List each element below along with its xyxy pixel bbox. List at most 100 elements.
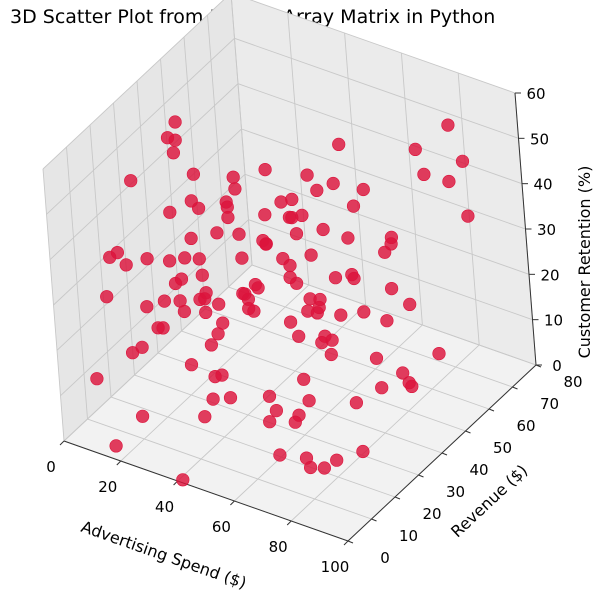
data-point: [109, 439, 123, 453]
x-tick: [343, 540, 349, 546]
data-point: [259, 237, 273, 251]
data-point: [103, 250, 117, 264]
data-point: [211, 327, 225, 341]
data-point: [304, 248, 318, 262]
z-tick-label: 30: [537, 221, 556, 239]
x-tick: [59, 440, 65, 446]
data-point: [124, 174, 138, 188]
data-point: [375, 381, 389, 395]
data-point: [292, 408, 306, 422]
data-point: [192, 252, 206, 266]
data-point: [140, 300, 154, 314]
x-tick-label: 40: [155, 498, 174, 516]
data-point: [356, 444, 370, 459]
data-point: [212, 297, 226, 311]
data-point: [317, 461, 332, 475]
data-point: [385, 282, 399, 296]
data-point: [223, 391, 238, 405]
data-point: [326, 176, 340, 191]
y-tick-label: 50: [493, 439, 512, 457]
data-point: [210, 226, 224, 240]
data-point: [90, 372, 104, 386]
data-point: [455, 154, 470, 168]
data-point: [206, 392, 220, 406]
x-tick-label: 0: [46, 458, 56, 476]
data-point: [301, 304, 315, 318]
data-point: [157, 294, 171, 308]
y-tick-label: 40: [469, 461, 488, 479]
z-tick-label: 60: [526, 85, 545, 103]
data-point: [346, 199, 361, 213]
data-point: [299, 451, 314, 465]
data-point: [417, 167, 431, 181]
data-point: [369, 351, 384, 365]
data-point: [328, 271, 343, 285]
data-point: [241, 292, 255, 306]
data-point: [215, 368, 229, 382]
data-point: [285, 192, 299, 206]
y-tick-label: 20: [422, 505, 441, 523]
data-point: [184, 358, 199, 372]
z-tick-label: 50: [530, 130, 549, 148]
z-gridline: [60, 219, 533, 397]
data-point: [198, 410, 212, 424]
data-point: [136, 409, 150, 423]
data-points: [90, 115, 475, 487]
data-point: [258, 208, 272, 222]
data-point: [292, 329, 306, 343]
x-tick: [230, 500, 235, 506]
data-point: [330, 453, 344, 467]
data-point: [300, 168, 314, 182]
data-point: [228, 182, 242, 196]
data-point: [432, 347, 446, 361]
data-point: [408, 142, 422, 156]
data-point: [441, 118, 455, 132]
data-point: [341, 231, 355, 245]
z-gridline: [46, 37, 519, 215]
y-tick: [465, 430, 471, 434]
data-point: [178, 251, 192, 265]
data-point: [184, 194, 198, 208]
data-point: [285, 211, 299, 225]
y-tick-label: 30: [446, 483, 465, 501]
data-point: [248, 278, 262, 292]
data-point: [283, 258, 297, 273]
data-point: [204, 338, 218, 352]
data-point: [199, 286, 213, 300]
z-tick-label: 10: [544, 312, 563, 330]
data-point: [310, 183, 324, 197]
z-tick-label: 40: [533, 176, 552, 194]
data-point: [119, 258, 133, 272]
data-point: [378, 245, 392, 259]
z-axis-label: Customer Retention (%): [575, 166, 594, 359]
data-point: [442, 174, 456, 189]
data-point: [349, 396, 364, 410]
data-point: [284, 315, 298, 329]
data-point: [247, 304, 261, 318]
data-point: [126, 346, 140, 360]
data-point: [262, 389, 277, 403]
data-point: [100, 290, 114, 304]
data-point: [186, 167, 200, 181]
data-point: [258, 163, 272, 177]
z-gridline: [63, 264, 537, 442]
z-gridline: [42, 0, 516, 170]
x-tick-label: 20: [98, 478, 117, 496]
data-point: [166, 146, 180, 160]
data-point: [316, 222, 330, 237]
data-point: [160, 131, 175, 145]
data-point: [380, 314, 394, 328]
data-point: [302, 394, 316, 408]
x-tick-label: 60: [212, 518, 231, 536]
data-point: [168, 276, 183, 291]
data-point: [151, 321, 165, 335]
data-point: [402, 376, 416, 390]
y-tick-label: 80: [563, 373, 582, 391]
data-point: [274, 195, 288, 209]
data-point: [297, 372, 311, 386]
data-point: [273, 448, 287, 462]
data-point: [283, 270, 297, 285]
data-point: [461, 209, 475, 223]
